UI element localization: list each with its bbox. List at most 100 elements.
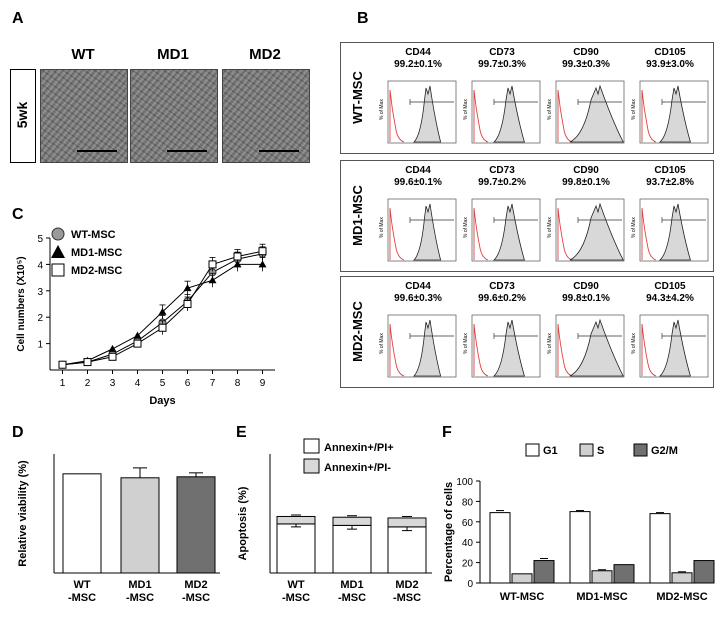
bar-segment-0: [332, 524, 372, 574]
legend-label: G2/M: [651, 445, 678, 457]
bar-segment-1: [276, 515, 316, 525]
histogram-frame: [555, 198, 625, 262]
sample-histogram: [413, 319, 442, 377]
histogram-y-label: % of Max: [547, 333, 553, 354]
x-axis-label: Days: [149, 395, 175, 407]
histogram-frame: [387, 80, 457, 144]
histogram-frame: [639, 314, 709, 378]
y-tick-label: 3: [37, 287, 43, 298]
x-tick-label: 9: [260, 378, 266, 389]
micrograph-wt: [40, 69, 128, 163]
marker-percent: 99.6±0.3%: [394, 293, 442, 304]
flow-row-label: WT-MSC: [342, 42, 372, 152]
histogram-y-label: % of Max: [379, 333, 385, 354]
cell-cycle-bar-chart: 0 20 40 60 80 100 G1 S G2/M WT-MSC MD1-MSC MD2-MSC P…: [443, 443, 715, 603]
panel-label-c: C: [12, 206, 24, 223]
data-point: [183, 284, 192, 292]
histogram-y-label: % of Max: [463, 217, 469, 238]
bar-segment-1: [332, 516, 372, 526]
data-point: [133, 339, 142, 348]
histogram-frame: [639, 198, 709, 262]
scale-bar: [77, 150, 117, 152]
marker-percent: 99.8±0.1%: [562, 293, 610, 304]
column-header-md1: MD1: [157, 46, 189, 63]
histogram: % of Max: [631, 314, 709, 378]
histogram-frame: [555, 80, 625, 144]
legend-swatch: [303, 458, 320, 474]
category-label: MD2-MSC: [393, 579, 421, 604]
histogram: % of Max: [631, 198, 709, 262]
bar-1: [591, 570, 613, 584]
marker-percent: 93.9±3.0%: [646, 59, 694, 70]
y-axis-label: Apoptosis (%): [237, 486, 249, 560]
bar: [120, 477, 160, 574]
legend-swatch: [525, 443, 540, 457]
flow-row-panel: [340, 160, 714, 272]
apoptosis-bar-chart: WT -MSC MD1 -MSC MD2 -MSC Apoptosis (%) Annexin…: [237, 438, 432, 604]
histogram-frame: [471, 314, 541, 378]
x-tick-label: 3: [110, 378, 116, 389]
histogram-y-label: % of Max: [463, 333, 469, 354]
histogram-y-label: % of Max: [547, 99, 553, 120]
flow-row-panel: [340, 276, 714, 388]
histogram-y-label: % of Max: [631, 217, 637, 238]
data-point: [133, 331, 142, 339]
bar-segment-1: [387, 517, 427, 528]
y-tick-label: 100: [456, 477, 473, 488]
x-tick-label: 5: [160, 378, 166, 389]
data-point: [208, 276, 217, 284]
y-axis-label: Relative viability (%): [17, 460, 29, 567]
legend-marker: [51, 227, 65, 241]
bar-2: [533, 560, 555, 584]
category-label: MD1-MSC: [338, 579, 366, 604]
marker-name: CD105: [654, 165, 686, 176]
sample-histogram: [492, 203, 525, 261]
bar-segment-0: [387, 526, 427, 574]
histogram-frame: [387, 198, 457, 262]
sample-histogram: [658, 203, 691, 261]
histogram-y-label: % of Max: [379, 99, 385, 120]
category-label: WT-MSC: [500, 591, 545, 603]
panel-label-d: D: [12, 424, 24, 441]
marker-name: CD44: [405, 281, 431, 292]
category-label: WT-MSC: [282, 579, 310, 604]
data-point: [158, 307, 167, 315]
marker-percent: 99.3±0.3%: [562, 59, 610, 70]
panel-label-b: B: [357, 10, 369, 27]
data-point: [58, 360, 67, 369]
marker-name: CD90: [573, 47, 599, 58]
legend-swatch: [579, 443, 594, 457]
isotype-control-curve: [641, 207, 657, 261]
bar-0: [649, 513, 671, 584]
y-axis-label: Cell numbers (X10⁵): [16, 256, 27, 351]
isotype-control-curve: [473, 207, 489, 261]
marker-name: CD90: [573, 281, 599, 292]
histogram-y-label: % of Max: [547, 217, 553, 238]
category-label: MD2-MSC: [182, 579, 210, 604]
y-tick-label: 20: [462, 559, 474, 570]
isotype-control-curve: [389, 207, 405, 261]
legend-label: MD1-MSC: [71, 247, 122, 259]
marker-percent: 93.7±2.8%: [646, 177, 694, 188]
isotype-control-curve: [389, 89, 405, 143]
flow-row-label-text: MD2-MSC: [349, 300, 365, 362]
sample-histogram: [413, 85, 442, 143]
flow-row-label: MD1-MSC: [342, 160, 372, 270]
flow-row-label-text: WT-MSC: [349, 70, 365, 124]
x-tick-label: 1: [60, 378, 66, 389]
histogram-frame: [387, 314, 457, 378]
column-header-md2: MD2: [249, 46, 281, 63]
data-point: [258, 260, 267, 268]
flow-row-panel: [340, 42, 714, 154]
panel-label-e: E: [236, 424, 247, 441]
data-point: [158, 323, 167, 332]
legend-swatch: [633, 443, 648, 457]
legend-label: Annexin+/PI-: [324, 462, 391, 474]
data-point: [258, 247, 267, 256]
isotype-control-curve: [389, 323, 405, 377]
marker-percent: 99.7±0.2%: [478, 177, 526, 188]
marker-name: CD105: [654, 47, 686, 58]
isotype-control-curve: [641, 89, 657, 143]
panel-label-f: F: [442, 424, 452, 441]
column-header-wt: WT: [71, 46, 95, 63]
